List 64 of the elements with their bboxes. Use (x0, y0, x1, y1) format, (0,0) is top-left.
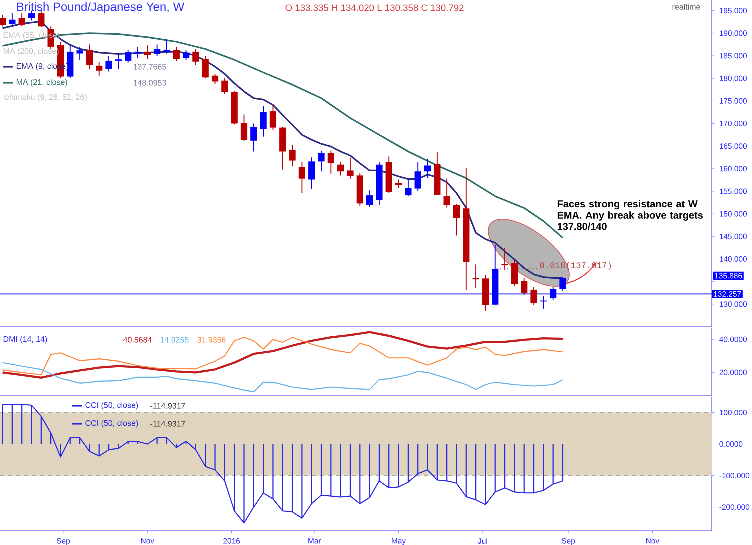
candlestick (280, 126, 286, 170)
candlestick (164, 38, 170, 54)
candlestick (511, 258, 518, 287)
candlestick (134, 46, 142, 59)
candlestick (250, 123, 258, 152)
annotation: Faces strong resistance at W EMA. Any break above targets 137.80/140 (558, 200, 703, 230)
annotation: 137.7665 (134, 64, 166, 70)
candlestick (212, 74, 219, 84)
candlestick (125, 50, 132, 64)
candlestick (154, 44, 161, 56)
candlestick (328, 150, 334, 174)
candlestick (96, 62, 103, 76)
candlestick (18, 12, 26, 28)
candlestick (405, 180, 412, 196)
candlestick (260, 106, 267, 138)
candlestick (28, 10, 36, 22)
candlestick (444, 178, 450, 208)
candlestick (366, 190, 374, 208)
candlestick (308, 157, 316, 190)
candlestick (173, 46, 180, 62)
annotation: DMI (14, 14) (4, 336, 48, 344)
line-series (2, 331, 564, 380)
candlestick (560, 276, 566, 292)
candlestick (318, 150, 325, 172)
annotation: realtime (672, 4, 700, 10)
line-series (2, 362, 564, 393)
candlestick (202, 56, 209, 80)
candlestick (453, 204, 460, 236)
annotation: 148.0953 (134, 80, 166, 86)
candlestick (347, 158, 354, 180)
candlestick (502, 247, 508, 271)
legend-label: CCI (50, close) (86, 402, 138, 410)
candlestick (115, 52, 122, 70)
candlestick (144, 45, 151, 60)
candlestick (521, 278, 528, 296)
candlestick (472, 264, 480, 290)
candlestick (424, 158, 432, 179)
legend-label: MA (21, close) (16, 79, 68, 87)
candlestick (270, 105, 277, 131)
candlestick (9, 12, 16, 28)
candlestick (86, 44, 94, 70)
annotation: Ichimoku (9, 26, 52, 26) (4, 94, 87, 102)
annotation: -114.9317 (150, 421, 186, 427)
annotation: 31.9356 (198, 337, 226, 343)
annotation: 14.9255 (160, 337, 189, 343)
candlestick (289, 144, 296, 168)
annotation: -114.9317 (150, 403, 186, 409)
candlestick (240, 114, 248, 142)
legend-label: CCI (50, close) (86, 420, 138, 428)
annotation: O 133.335 H 134.020 L 130.358 C 130.792 (286, 4, 464, 12)
annotation: 40.5684 (124, 337, 152, 343)
candlestick (298, 162, 306, 194)
candlestick (530, 286, 538, 306)
candlestick (76, 46, 84, 61)
candlestick (0, 14, 6, 28)
candlestick (338, 162, 344, 176)
candlestick (182, 50, 190, 61)
chart-title: British Pound/Japanese Yen, W (17, 2, 185, 14)
annotation: EMA (55, close) (4, 32, 60, 40)
candlestick (192, 48, 200, 66)
candlestick (414, 162, 422, 192)
line-series (2, 337, 564, 376)
candlestick (106, 56, 112, 72)
candlestick (222, 78, 228, 95)
